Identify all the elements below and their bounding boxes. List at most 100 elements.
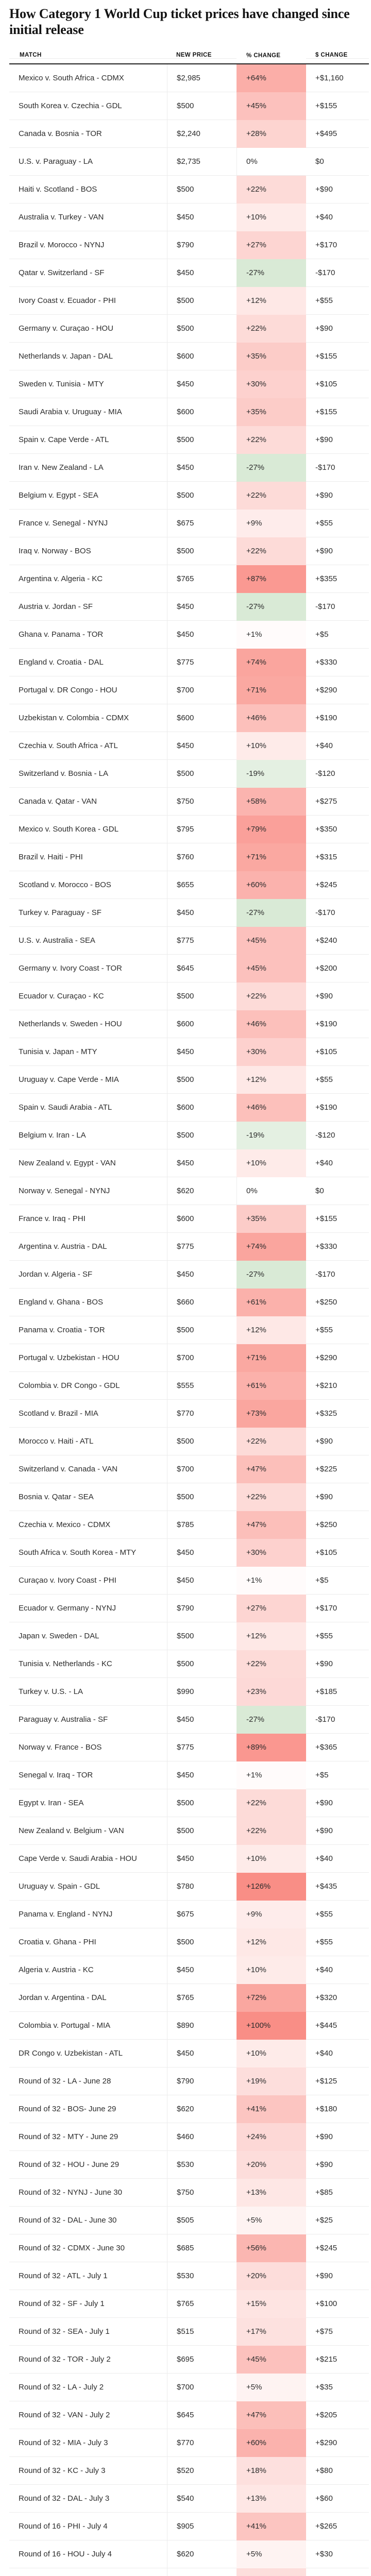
dollar-change-cell: +$170: [306, 231, 369, 259]
table-row: Colombia v. DR Congo - GDL $555 +61% +$210: [9, 1372, 369, 1400]
new-price-cell: $600: [167, 1010, 237, 1038]
table-header-row: MATCH NEW PRICE % CHANGE $ CHANGE: [9, 52, 369, 64]
dollar-change-cell: +$55: [306, 1316, 369, 1344]
dollar-change-cell: +$250: [306, 1289, 369, 1316]
dollar-change-cell: +$40: [306, 204, 369, 231]
match-cell: Scotland v. Brazil - MIA: [9, 1400, 167, 1428]
pct-change-cell: +12%: [237, 1066, 306, 1094]
dollar-change-cell: +$40: [306, 1956, 369, 1984]
dollar-change-cell: +$330: [306, 649, 369, 676]
new-price-cell: $700: [167, 676, 237, 704]
new-price-cell: $500: [167, 1122, 237, 1149]
dollar-change-cell: +$55: [306, 1901, 369, 1928]
pct-change-cell: +71%: [237, 1344, 306, 1372]
match-cell: New Zealand v. Egypt - VAN: [9, 1149, 167, 1177]
dollar-change-cell: +$265: [306, 2513, 369, 2540]
pct-change-cell: +56%: [237, 2234, 306, 2262]
dollar-change-cell: +$435: [306, 1873, 369, 1901]
dollar-change-cell: +$90: [306, 315, 369, 343]
dollar-change-cell: +$75: [306, 2318, 369, 2346]
dollar-change-cell: +$40: [306, 1845, 369, 1873]
table-row: Round of 32 - MTY - June 29 $460 +24% +$90: [9, 2123, 369, 2151]
pct-change-cell: +73%: [237, 1400, 306, 1428]
pct-change-cell: +61%: [237, 1289, 306, 1316]
table-row: Round of 32 - NYNJ - June 30 $750 +13% +$85: [9, 2179, 369, 2207]
new-price-cell: $600: [167, 704, 237, 732]
dollar-change-cell: +$210: [306, 1372, 369, 1400]
new-price-cell: $450: [167, 1567, 237, 1595]
column-header-dollar-change: $ CHANGE: [306, 52, 369, 59]
match-cell: Scotland v. Morocco - BOS: [9, 871, 167, 899]
table-row: Brazil v. Morocco - NYNJ $790 +27% +$170: [9, 231, 369, 259]
table-row: Round of 32 - CDMX - June 30 $685 +56% +$24…: [9, 2234, 369, 2262]
match-cell: Australia v. Turkey - VAN: [9, 204, 167, 231]
pct-change-cell: +10%: [237, 1149, 306, 1177]
dollar-change-cell: -$170: [306, 259, 369, 287]
pct-change-cell: -19%: [237, 1122, 306, 1149]
table-row: Round of 32 - DAL - July 3 $540 +13% +$60: [9, 2485, 369, 2513]
match-cell: Round of 32 - SF - July 1: [9, 2290, 167, 2318]
table-row: Round of 32 - LA - June 28 $790 +19% +$125: [9, 2067, 369, 2095]
table-body: Mexico v. South Africa - CDMX $2,985 +64% +…: [9, 64, 369, 2576]
pct-change-cell: +45%: [237, 2346, 306, 2374]
dollar-change-cell: +$85: [306, 2179, 369, 2207]
new-price-cell: $775: [167, 1233, 237, 1261]
match-cell: Norway v. Senegal - NYNJ: [9, 1177, 167, 1205]
table-row: Jordan v. Argentina - DAL $765 +72% +$320: [9, 1984, 369, 2012]
pct-change-cell: +35%: [237, 398, 306, 426]
match-cell: Round of 32 - MIA - July 3: [9, 2429, 167, 2457]
match-cell: France v. Senegal - NYNJ: [9, 510, 167, 537]
match-cell: Colombia v. DR Congo - GDL: [9, 1372, 167, 1400]
match-cell: Canada v. Qatar - VAN: [9, 788, 167, 816]
pct-change-cell: +35%: [237, 1205, 306, 1233]
pct-change-cell: +17%: [237, 2318, 306, 2346]
table-row: Spain v. Saudi Arabia - ATL $600 +46% +$190: [9, 1094, 369, 1122]
dollar-change-cell: +$55: [306, 510, 369, 537]
match-cell: Round of 32 - KC - July 3: [9, 2457, 167, 2485]
match-cell: Jordan v. Argentina - DAL: [9, 1984, 167, 2012]
new-price-cell: $530: [167, 2151, 237, 2179]
dollar-change-cell: +$365: [306, 1734, 369, 1761]
pct-change-cell: +47%: [237, 2401, 306, 2429]
dollar-change-cell: -$170: [306, 593, 369, 621]
table-row: Turkey v. Paraguay - SF $450 -27% -$170: [9, 899, 369, 927]
table-row: Ghana v. Panama - TOR $450 +1% +$5: [9, 621, 369, 649]
pct-change-cell: +100%: [237, 2012, 306, 2040]
dollar-change-cell: +$90: [306, 1428, 369, 1455]
new-price-cell: $500: [167, 1650, 237, 1678]
dollar-change-cell: +$245: [306, 2234, 369, 2262]
new-price-cell: $450: [167, 1539, 237, 1567]
match-cell: Colombia v. Portugal - MIA: [9, 2012, 167, 2040]
match-cell: Round of 32 - TOR - July 2: [9, 2346, 167, 2374]
new-price-cell: $500: [167, 760, 237, 788]
dollar-change-cell: +$90: [306, 2123, 369, 2151]
new-price-cell: $500: [167, 537, 237, 565]
table-row: Argentina v. Austria - DAL $775 +74% +$330: [9, 1233, 369, 1261]
table-row: Ivory Coast v. Ecuador - PHI $500 +12% +$55: [9, 287, 369, 315]
table-row: Portugal v. DR Congo - HOU $700 +71% +$290: [9, 676, 369, 704]
new-price-cell: $450: [167, 204, 237, 231]
pct-change-cell: +72%: [237, 1984, 306, 2012]
match-cell: Ghana v. Panama - TOR: [9, 621, 167, 649]
pct-change-cell: +89%: [237, 1734, 306, 1761]
new-price-cell: $600: [167, 1094, 237, 1122]
table-row: Round of 32 - DAL - June 30 $505 +5% +$25: [9, 2207, 369, 2234]
dollar-change-cell: +$90: [306, 426, 369, 454]
pct-change-cell: +30%: [237, 1038, 306, 1066]
new-price-cell: $775: [167, 927, 237, 955]
dollar-change-cell: $0: [306, 1177, 369, 1205]
dollar-change-cell: +$170: [306, 1595, 369, 1622]
table-row: Mexico v. South Korea - GDL $795 +79% +$350: [9, 816, 369, 843]
page-title: How Category 1 World Cup ticket prices h…: [9, 6, 350, 37]
dollar-change-cell: +$290: [306, 676, 369, 704]
dollar-change-cell: +$315: [306, 843, 369, 871]
new-price-cell: $1,055: [167, 2568, 237, 2576]
table-row: Saudi Arabia v. Uruguay - MIA $600 +35% +$1…: [9, 398, 369, 426]
table-row: Iran v. New Zealand - LA $450 -27% -$170: [9, 454, 369, 482]
pct-change-cell: -27%: [237, 899, 306, 927]
table-row: Round of 32 - HOU - June 29 $530 +20% +$90: [9, 2151, 369, 2179]
new-price-cell: $695: [167, 2346, 237, 2374]
dollar-change-cell: +$105: [306, 1539, 369, 1567]
table-row: Jordan v. Algeria - SF $450 -27% -$170: [9, 1261, 369, 1289]
